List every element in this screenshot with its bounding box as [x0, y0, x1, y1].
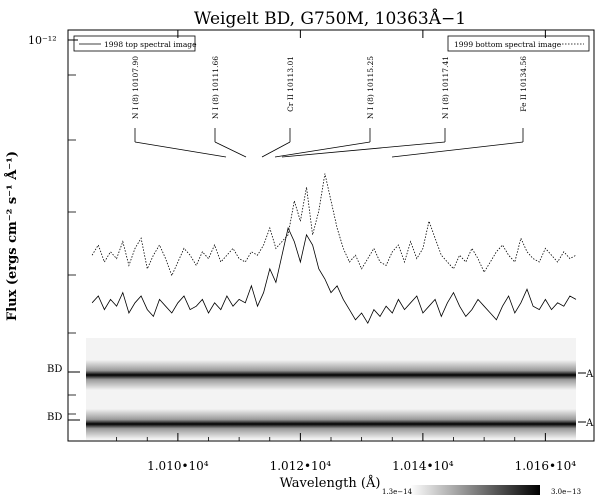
legend-right-box — [447, 35, 590, 52]
line-id-label: N I (8) 10111.66 — [211, 56, 220, 119]
spectral-image-strips — [86, 338, 576, 440]
x-tick-label: 1.016•10⁴ — [515, 459, 577, 473]
strip-top-band — [86, 360, 576, 390]
chart-title: Weigelt BD, G750M, 10363Å−1 — [194, 8, 466, 29]
legend-right: 1999 bottom spectral image — [447, 35, 590, 52]
colorbar-max-label: 3.0e−13 — [551, 488, 581, 496]
line-id-pointer — [261, 141, 291, 158]
x-tick-label: 1.014•10⁴ — [392, 459, 454, 473]
line-id-label: N I (8) 10115.25 — [366, 56, 375, 119]
y-axis-label: Flux (ergs cm⁻² s⁻¹ Å⁻¹) — [4, 151, 20, 321]
line-id-label: N I (8) 10107.90 — [131, 56, 140, 119]
x-tick-label: 1.012•10⁴ — [270, 459, 332, 473]
strip-label-left-bottom: BD — [47, 412, 62, 423]
x-tick-label: 1.010•10⁴ — [147, 459, 209, 473]
line-id-pointer — [134, 141, 227, 158]
y-tick-label-top: 10⁻¹² — [28, 34, 57, 47]
legend-left-label: 1998 top spectral image — [104, 40, 197, 49]
strip-label-right-top: A — [585, 369, 594, 380]
spectrum-1998-solid — [91, 226, 577, 325]
strip-label-right-bottom: A — [585, 418, 594, 429]
spectrum-1999-dotted — [91, 173, 577, 277]
legend-left: 1998 top spectral image — [73, 35, 197, 52]
line-id-label: Fe II 10134.56 — [519, 56, 528, 112]
line-id-pointer — [281, 141, 446, 158]
line-id-pointer — [391, 141, 524, 158]
colorbar-min-label: 1.3e−14 — [382, 488, 413, 496]
strip-bottom-band — [86, 409, 576, 439]
x-axis-label: Wavelength (Å) — [280, 475, 381, 491]
legend-right-label: 1999 bottom spectral image — [454, 40, 562, 49]
colorbar — [410, 485, 540, 495]
line-id-pointer — [214, 141, 247, 158]
line-id-label: Cr II 10113.01 — [286, 56, 295, 112]
line-id-pointer — [274, 141, 371, 158]
line-id-label: N I (8) 10117.41 — [441, 56, 450, 119]
legend-left-box — [73, 35, 196, 52]
strip-label-left-top: BD — [47, 364, 62, 375]
